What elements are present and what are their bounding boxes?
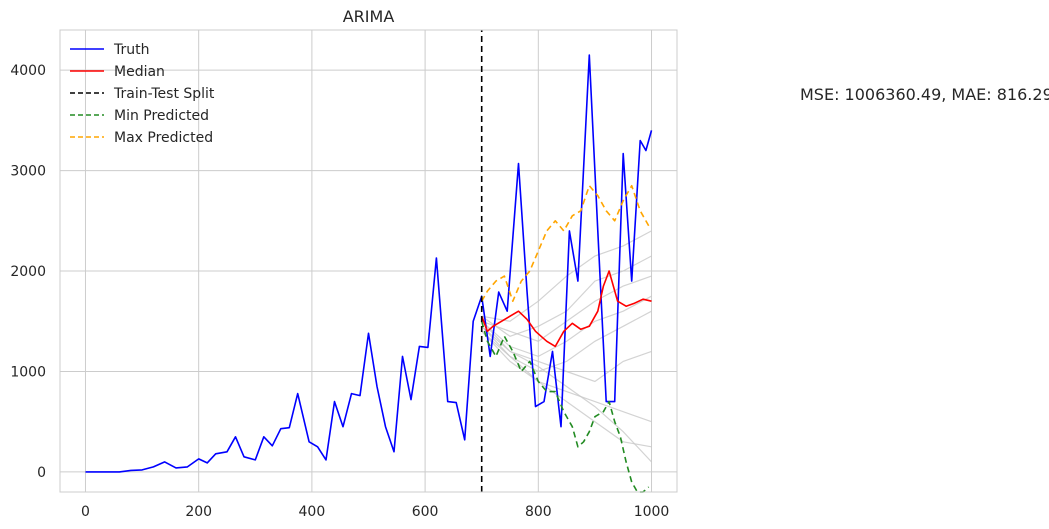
median-line xyxy=(480,270,652,348)
legend-label: Min Predicted xyxy=(114,108,209,124)
sample-path-line xyxy=(481,320,652,463)
x-tick-label: 600 xyxy=(412,504,439,520)
x-tick-label: 1000 xyxy=(634,504,670,520)
max-predicted-line xyxy=(481,184,650,302)
truth-line xyxy=(85,54,653,473)
sample-paths xyxy=(481,230,652,463)
metrics-text: MSE: 1006360.49, MAE: 816.29 xyxy=(800,85,1049,104)
legend-label: Train-Test Split xyxy=(113,86,215,102)
x-tick-label: 800 xyxy=(525,504,552,520)
y-tick-label: 1000 xyxy=(10,364,46,380)
sample-path-line xyxy=(481,230,652,322)
x-tick-label: 200 xyxy=(185,504,212,520)
legend-label: Truth xyxy=(113,42,150,58)
grid xyxy=(60,30,677,492)
legend: Truth Median Train-Test Split Min Predicted… xyxy=(70,42,215,146)
y-tick-label: 2000 xyxy=(10,264,46,280)
plot-frame xyxy=(59,29,678,493)
sample-path-line xyxy=(481,275,652,342)
sample-path-line xyxy=(481,330,652,448)
series-lines xyxy=(85,30,653,493)
x-tick-label: 400 xyxy=(299,504,326,520)
y-tick-label: 3000 xyxy=(10,164,46,180)
legend-label: Median xyxy=(114,64,165,80)
axis-ticks: 0 200 400 600 800 1000 0 1000 2000 3000 4000 xyxy=(10,63,669,520)
legend-label: Max Predicted xyxy=(114,130,213,146)
y-tick-label: 0 xyxy=(37,465,46,481)
sample-path-line xyxy=(481,330,652,423)
y-tick-label: 4000 xyxy=(10,63,46,79)
chart-title: ARIMA xyxy=(343,7,395,26)
x-tick-label: 0 xyxy=(81,504,90,520)
min-predicted-line xyxy=(480,321,650,493)
